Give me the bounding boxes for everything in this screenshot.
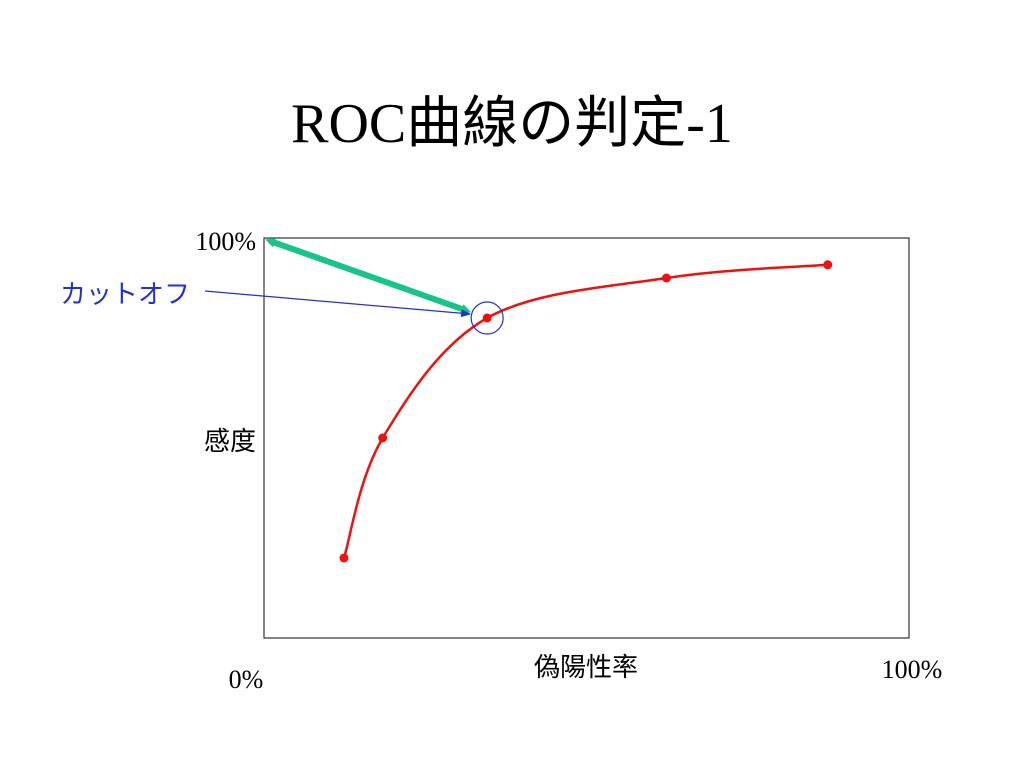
x-tick-label-min: 0%: [229, 665, 264, 694]
y-axis-label: 感度: [204, 427, 256, 457]
x-tick-label-max: 100%: [882, 655, 943, 684]
slide-title: ROC曲線の判定-1: [291, 93, 733, 155]
roc-point-3: [482, 313, 492, 323]
roc-point-4: [661, 273, 671, 283]
y-tick-label-max: 100%: [195, 227, 256, 256]
cutoff-ring: [470, 301, 504, 335]
cutoff-label: カットオフ: [60, 280, 190, 310]
roc-point-2: [378, 433, 388, 443]
cutoff-pointer-arrow: [204, 290, 472, 318]
plot-frame: [263, 237, 910, 639]
roc-point-5: [823, 260, 833, 270]
roc-point-1: [339, 553, 349, 563]
distance-arrow: [265, 237, 472, 314]
x-axis-label: 偽陽性率: [534, 653, 638, 683]
